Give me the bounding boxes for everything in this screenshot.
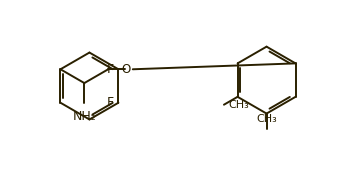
Text: NH₂: NH₂: [73, 110, 96, 123]
Text: CH₃: CH₃: [256, 114, 277, 124]
Text: F: F: [106, 63, 114, 76]
Text: O: O: [121, 63, 131, 76]
Text: F: F: [106, 96, 114, 109]
Text: CH₃: CH₃: [228, 100, 248, 110]
